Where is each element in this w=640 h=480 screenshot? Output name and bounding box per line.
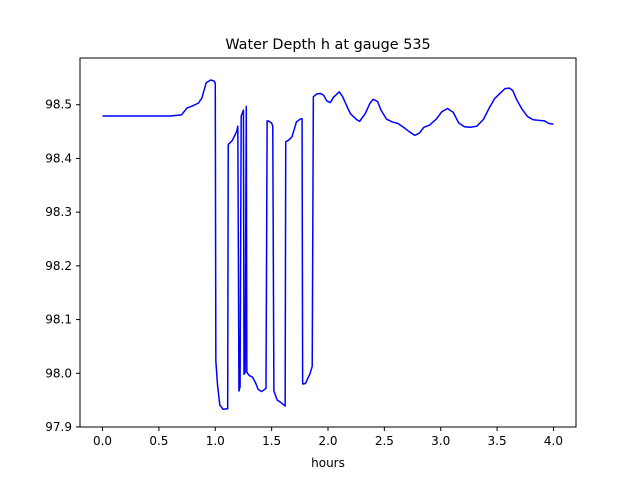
y-tick-label: 98.1: [45, 313, 72, 327]
y-tick-label: 98.2: [45, 259, 72, 273]
x-tick-label: 3.0: [431, 434, 450, 448]
x-tick-label: 2.0: [318, 434, 337, 448]
y-tick-label: 98.5: [45, 98, 72, 112]
x-axis-ticks: 0.0 0.5 1.0 1.5 2.0 2.5 3.0 3.5 4.0: [93, 427, 563, 448]
chart-title: Water Depth h at gauge 535: [225, 37, 430, 53]
x-tick-label: 1.0: [206, 434, 225, 448]
x-axis-label: hours: [311, 456, 345, 470]
plot-area: [79, 57, 577, 428]
series-line-0: [102, 79, 554, 411]
x-tick-label: 1.5: [262, 434, 281, 448]
plot-frame: [79, 57, 577, 428]
y-tick-label: 98.0: [45, 366, 72, 380]
x-tick-label: 0.5: [149, 434, 168, 448]
y-tick-label: 97.9: [45, 420, 72, 434]
y-axis-ticks: 97.9 98.0 98.1 98.2 98.3 98.4 98.5: [45, 98, 80, 434]
x-tick-label: 4.0: [544, 434, 563, 448]
y-tick-label: 98.3: [45, 205, 72, 219]
x-tick-label: 0.0: [93, 434, 112, 448]
x-tick-label: 3.5: [488, 434, 507, 448]
y-tick-label: 98.4: [45, 151, 72, 165]
x-tick-label: 2.5: [375, 434, 394, 448]
